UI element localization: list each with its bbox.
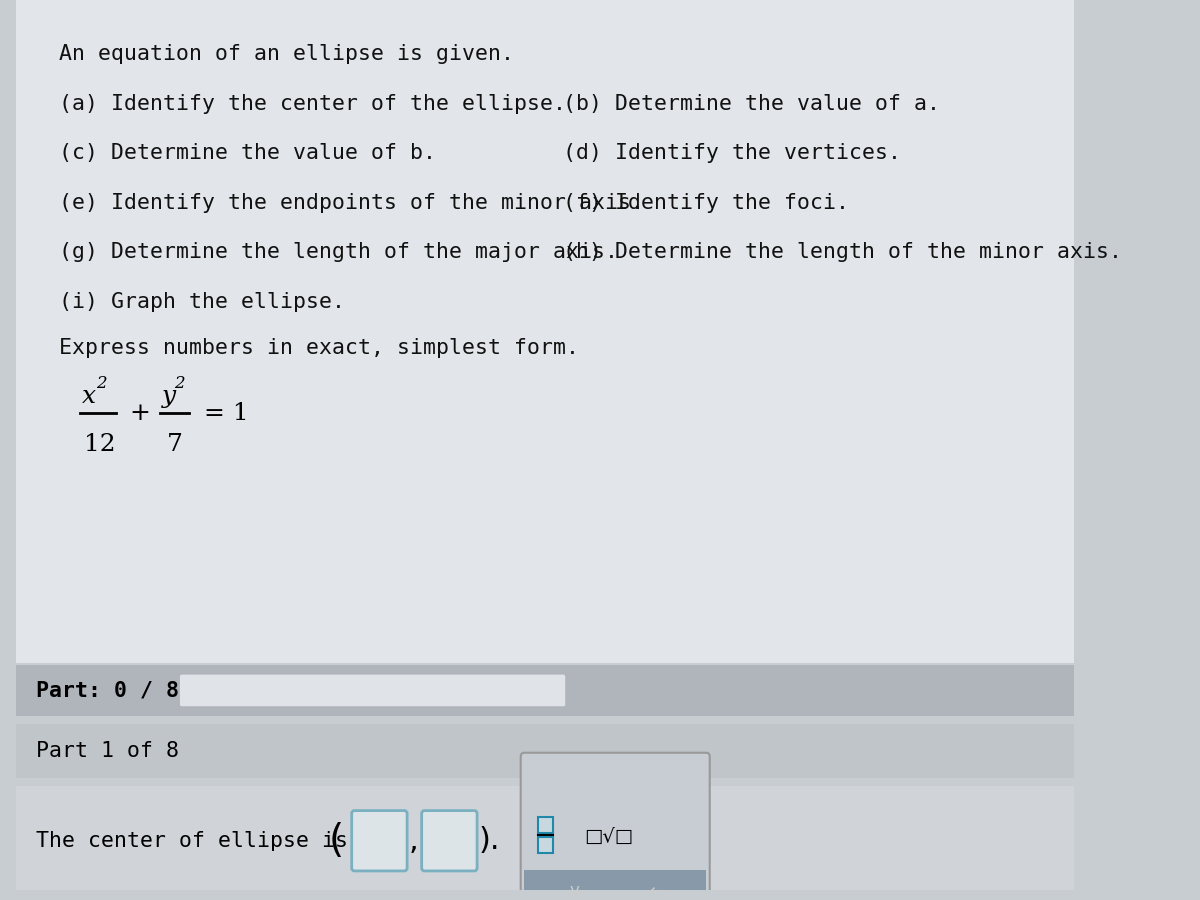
Text: (: ( [329,822,343,860]
FancyBboxPatch shape [352,811,407,871]
Text: x: x [82,384,96,408]
Text: 7: 7 [167,433,184,456]
Bar [17,0,1074,662]
Text: +: + [130,402,150,425]
Bar [524,870,706,900]
Text: (b) Determine the value of a.: (b) Determine the value of a. [564,94,941,114]
Text: v: v [569,882,580,900]
Text: (f) Identify the foci.: (f) Identify the foci. [564,193,850,212]
FancyBboxPatch shape [521,752,709,900]
Text: Express numbers in exact, simplest form.: Express numbers in exact, simplest form. [59,338,580,358]
Bar [17,724,1074,778]
Text: (i) Graph the ellipse.: (i) Graph the ellipse. [59,292,346,311]
Text: (a) Identify the center of the ellipse.: (a) Identify the center of the ellipse. [59,94,566,114]
Text: (e) Identify the endpoints of the minor axis.: (e) Identify the endpoints of the minor … [59,193,644,212]
FancyBboxPatch shape [180,675,565,706]
Bar [538,837,552,852]
Text: 2: 2 [96,374,107,392]
Bar [17,665,1074,716]
Text: 2: 2 [174,374,185,392]
Text: 12: 12 [84,433,115,456]
Text: = 1: = 1 [204,402,248,425]
Text: Part 1 of 8: Part 1 of 8 [36,742,179,761]
Bar [538,817,552,833]
FancyBboxPatch shape [421,811,478,871]
Text: (c) Determine the value of b.: (c) Determine the value of b. [59,143,436,163]
Bar [17,787,1074,896]
Text: □√□: □√□ [584,827,634,846]
Text: ).: ). [479,826,500,855]
Text: (h) Determine the length of the minor axis.: (h) Determine the length of the minor ax… [564,242,1122,262]
Text: (d) Identify the vertices.: (d) Identify the vertices. [564,143,901,163]
Text: Part: 0 / 8: Part: 0 / 8 [36,680,179,700]
Text: An equation of an ellipse is given.: An equation of an ellipse is given. [59,44,514,65]
Text: (g) Determine the length of the major axis.: (g) Determine the length of the major ax… [59,242,618,262]
Text: y: y [162,384,176,408]
Text: ←: ← [649,882,664,900]
Text: The center of ellipse is: The center of ellipse is [36,831,348,850]
Text: ,: , [409,826,419,855]
